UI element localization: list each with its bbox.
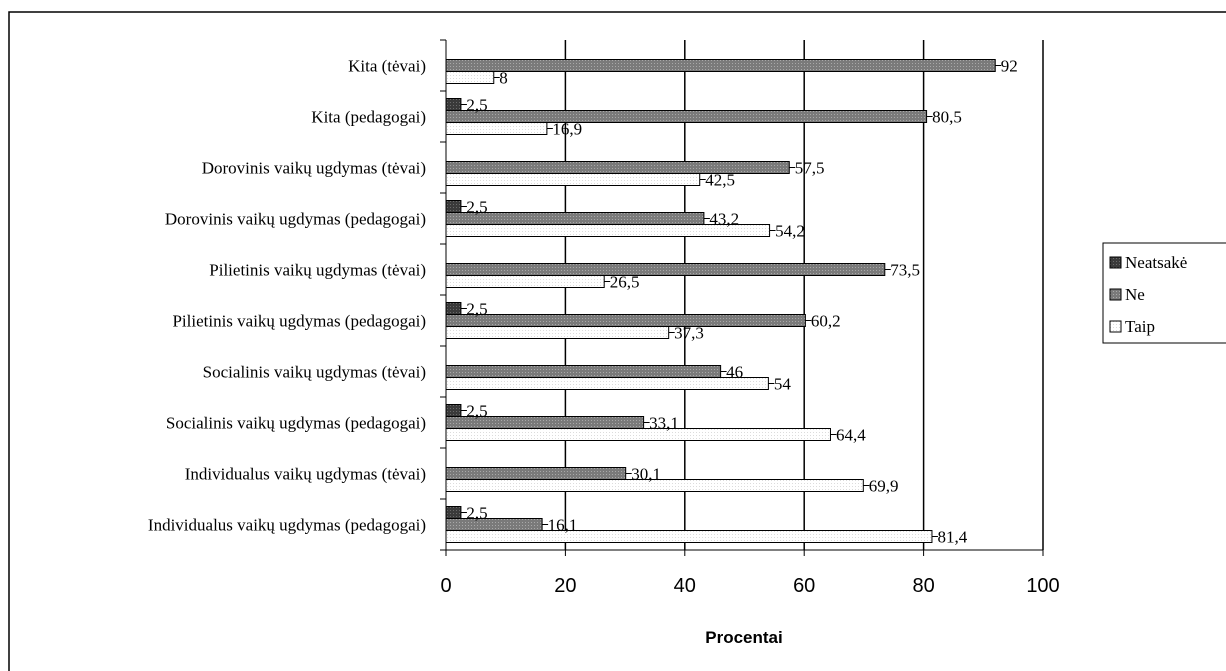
bar-ne: [446, 111, 927, 123]
x-tick-label: 0: [440, 575, 451, 597]
bar-ne: [446, 315, 805, 327]
category-label: Socialinis vaikų ugdymas (pedagogai): [166, 414, 426, 433]
category-label: Dorovinis vaikų ugdymas (pedagogai): [165, 210, 426, 229]
bar-taip: [446, 429, 830, 441]
bar-ne: [446, 366, 721, 378]
value-label: 2,5: [466, 96, 487, 115]
x-axis-title: Procentai: [705, 628, 782, 647]
bar-taip: [446, 72, 494, 84]
bar-neatsakė: [446, 303, 461, 315]
value-label: 54,2: [775, 222, 805, 241]
x-tick-label: 40: [674, 575, 696, 597]
value-label: 57,5: [795, 159, 825, 178]
value-label: 2,5: [466, 198, 487, 217]
bar-neatsakė: [446, 507, 461, 519]
legend-swatch: [1110, 321, 1121, 332]
value-label: 46: [726, 363, 743, 382]
value-label: 64,4: [836, 426, 866, 445]
value-label: 60,2: [811, 312, 841, 331]
bar-taip: [446, 276, 604, 288]
bar-neatsakė: [446, 405, 461, 417]
value-label: 42,5: [705, 171, 735, 190]
value-label: 26,5: [610, 273, 640, 292]
bar-neatsakė: [446, 99, 461, 111]
bar-taip: [446, 174, 700, 186]
value-label: 8: [499, 69, 508, 88]
category-label: Individualus vaikų ugdymas (pedagogai): [148, 516, 426, 535]
value-label: 33,1: [649, 414, 679, 433]
x-tick-label: 100: [1026, 575, 1059, 597]
value-label: 43,2: [709, 210, 739, 229]
legend-swatch: [1110, 289, 1121, 300]
category-label: Pilietinis vaikų ugdymas (pedagogai): [172, 312, 426, 331]
value-label: 73,5: [890, 261, 920, 280]
bar-neatsakė: [446, 201, 461, 213]
value-label: 2,5: [466, 504, 487, 523]
legend-label: Ne: [1125, 285, 1145, 304]
legend-label: Neatsakė: [1125, 253, 1187, 272]
value-label: 92: [1001, 57, 1018, 76]
value-label: 54: [774, 375, 792, 394]
category-label: Socialinis vaikų ugdymas (tėvai): [203, 363, 426, 382]
legend-label: Taip: [1125, 317, 1155, 336]
x-tick-label: 80: [912, 575, 934, 597]
legend: Neatsakė Ne Taip: [1103, 243, 1226, 343]
category-label: Kita (tėvai): [348, 57, 426, 76]
category-label: Pilietinis vaikų ugdymas (tėvai): [209, 261, 426, 280]
bar-ne: [446, 519, 542, 531]
legend-swatch: [1110, 257, 1121, 268]
bar-ne: [446, 60, 995, 72]
value-label: 80,5: [932, 108, 962, 127]
bar-ne: [446, 264, 885, 276]
category-label: Individualus vaikų ugdymas (tėvai): [185, 465, 426, 484]
x-tick-label: 60: [793, 575, 815, 597]
bar-taip: [446, 378, 768, 390]
value-label: 81,4: [937, 528, 967, 547]
bar-ne: [446, 468, 626, 480]
value-label: 69,9: [869, 477, 899, 496]
bar-taip: [446, 531, 932, 543]
value-label: 2,5: [466, 300, 487, 319]
value-label: 16,1: [548, 516, 578, 535]
value-label: 16,9: [552, 120, 582, 139]
x-tick-label: 20: [554, 575, 576, 597]
bar-taip: [446, 327, 669, 339]
value-label: 37,3: [674, 324, 704, 343]
category-label: Dorovinis vaikų ugdymas (tėvai): [202, 159, 426, 178]
value-label: 2,5: [466, 402, 487, 421]
bar-taip: [446, 123, 547, 135]
category-label: Kita (pedagogai): [311, 108, 426, 127]
bar-ne: [446, 162, 789, 174]
value-label: 30,1: [631, 465, 661, 484]
